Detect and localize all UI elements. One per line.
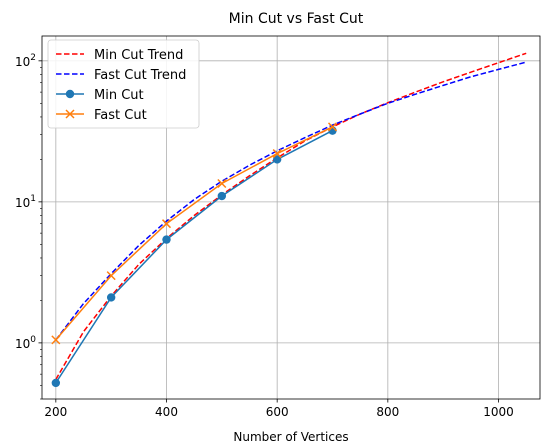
min-cut-point [106, 293, 116, 302]
fast-cut-line [55, 126, 333, 341]
legend-label-min-cut-trend: Min Cut Trend [94, 48, 183, 63]
fast-cut-point [106, 271, 116, 281]
fast-cut-point [272, 149, 282, 159]
tick-layer: 200 400 600 800 1000 100 101 102 [15, 53, 514, 419]
y-tick-label: 102 [15, 53, 36, 69]
plot-frame [41, 35, 541, 400]
y-tick-label: 101 [15, 194, 36, 210]
legend-box [47, 39, 200, 129]
x-tick-label: 1000 [483, 405, 514, 419]
fast-cut-point [51, 335, 61, 345]
legend-marker-min-cut [65, 89, 75, 99]
min-cut-point [272, 155, 282, 164]
y-tick-label: 100 [15, 335, 36, 351]
x-tick-label: 200 [44, 405, 67, 419]
chart-title: Min Cut vs Fast Cut [229, 11, 364, 27]
min-cut-trend-line [55, 52, 527, 380]
fast-cut-point [161, 219, 172, 229]
x-tick-label: 600 [266, 405, 289, 419]
min-cut-point [162, 235, 171, 244]
series-layer [51, 52, 527, 388]
legend-label-min-cut: Min Cut [94, 88, 144, 103]
legend-label-fast-cut: Fast Cut [94, 108, 147, 123]
min-cut-point [217, 191, 227, 201]
x-tick-label: 800 [376, 405, 399, 419]
x-tick-label: 400 [155, 405, 178, 419]
min-cut-line [55, 129, 333, 384]
x-axis-label: Number of Vertices [233, 430, 348, 444]
min-cut-point [51, 378, 61, 388]
legend: Min Cut Trend Fast Cut Trend Min Cut Fast C… [47, 39, 200, 129]
legend-label-fast-cut-trend: Fast Cut Trend [94, 68, 186, 83]
fast-cut-point [217, 178, 227, 189]
legend-marker-fast-cut [65, 109, 75, 119]
fast-cut-point [327, 122, 338, 132]
